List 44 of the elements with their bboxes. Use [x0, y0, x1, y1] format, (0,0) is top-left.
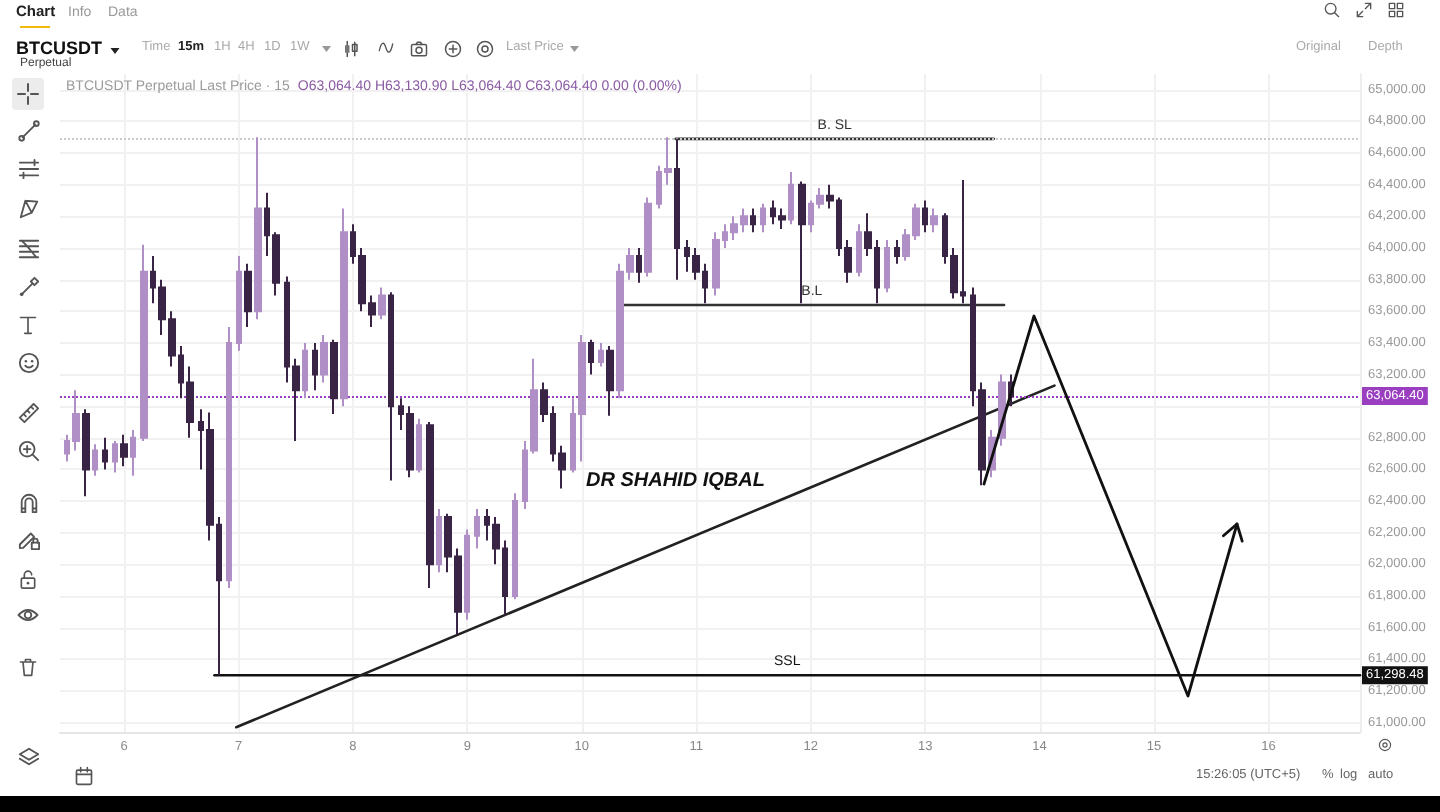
candlestick	[644, 196, 652, 278]
candlestick	[894, 239, 900, 265]
candlestick	[598, 341, 604, 368]
annotation: DR SHAHID IQBAL	[586, 470, 765, 492]
candlestick	[102, 436, 108, 471]
candlestick	[226, 326, 232, 590]
candlestick	[236, 254, 242, 352]
candlestick	[930, 207, 938, 234]
candlestick	[112, 439, 118, 474]
candlestick	[750, 207, 756, 234]
candlestick	[92, 443, 98, 477]
candlestick	[426, 420, 434, 590]
candlestick	[302, 341, 308, 400]
candlestick	[82, 408, 90, 498]
candlestick	[320, 333, 328, 384]
candlestick	[798, 180, 806, 305]
candlestick	[312, 341, 318, 392]
candlestick	[674, 137, 680, 281]
candlestick	[778, 207, 786, 231]
candlestick	[120, 433, 128, 468]
candlestick	[340, 207, 348, 408]
candlestick	[464, 528, 470, 621]
candlestick	[512, 492, 518, 601]
candlestick	[378, 286, 386, 321]
candlestick	[436, 507, 442, 574]
candlestick	[474, 507, 480, 550]
candlestick	[388, 291, 394, 482]
candlestick	[588, 338, 594, 376]
candlestick	[254, 136, 262, 321]
text: BTCUSDT	[16, 37, 102, 57]
candlestick	[130, 428, 136, 477]
candlestick	[922, 199, 928, 234]
candlestick	[606, 345, 614, 417]
candlestick	[788, 171, 794, 226]
candlestick	[884, 239, 890, 294]
candlestick	[712, 231, 720, 297]
candlestick	[330, 338, 338, 416]
candlestick	[416, 417, 422, 474]
candlestick	[636, 246, 642, 284]
candlestick	[856, 223, 862, 278]
candlestick	[140, 243, 148, 442]
candlestick	[406, 405, 414, 479]
candlestick	[760, 202, 766, 234]
candlestick	[244, 262, 252, 329]
